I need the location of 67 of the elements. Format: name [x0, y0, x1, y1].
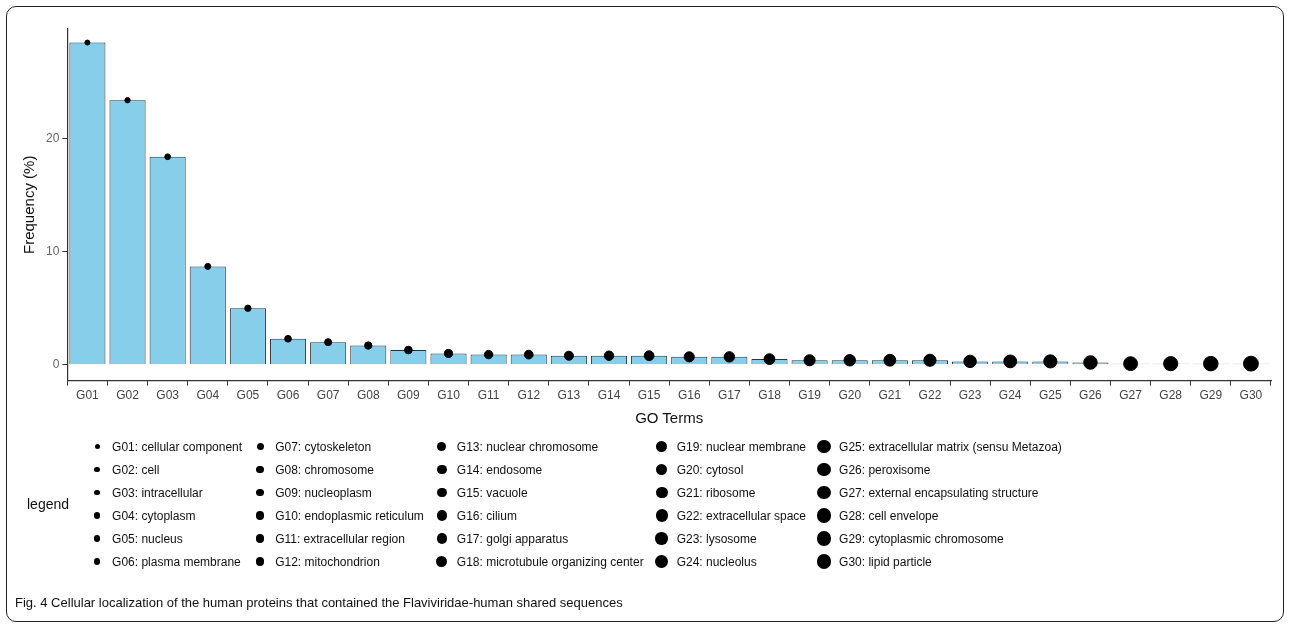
- legend-label: G24: nucleolus: [676, 554, 757, 569]
- legend-label: G19: nuclear membrane: [676, 439, 807, 454]
- x-tick-label: G17: [718, 388, 742, 403]
- x-tick-label: G04: [196, 388, 220, 403]
- legend-label: G17: golgi apparatus: [456, 531, 569, 546]
- legend-label: G30: lipid particle: [839, 554, 932, 569]
- x-tick-label: G03: [156, 388, 180, 403]
- legend-label: G27: external encapsulating structure: [839, 485, 1039, 500]
- x-tick-label: G21: [878, 388, 902, 403]
- legend-label: G15: vacuole: [456, 485, 528, 500]
- legend-label: G02: cell: [112, 462, 160, 477]
- legend-label: G07: cytoskeleton: [275, 439, 372, 454]
- x-tick-label: G11: [477, 388, 500, 403]
- legend-label: G14: endosome: [456, 462, 543, 477]
- legend-label: G01: cellular component: [112, 439, 243, 454]
- legend-label: G28: cell envelope: [839, 508, 939, 523]
- legend-label: G10: endoplasmic reticulum: [275, 508, 424, 523]
- x-tick-label: G12: [517, 388, 541, 403]
- x-tick-label: G10: [437, 388, 461, 403]
- x-tick-label: G19: [798, 388, 822, 403]
- legend-label: G16: cilium: [456, 508, 517, 523]
- x-tick-label: G22: [918, 388, 942, 403]
- x-axis-title: GO Terms: [635, 409, 704, 427]
- x-tick-label: G26: [1079, 388, 1103, 403]
- legend-label: G23: lysosome: [676, 531, 757, 546]
- legend-label: G18: microtubule organizing center: [456, 554, 644, 569]
- x-tick-label: G01: [76, 388, 100, 403]
- legend-label: G13: nuclear chromosome: [456, 439, 599, 454]
- x-tick-label: G24: [998, 388, 1022, 403]
- x-tick-label: G18: [758, 388, 782, 403]
- legend-label: G06: plasma membrane: [112, 554, 241, 569]
- x-tick-label: G28: [1159, 388, 1183, 403]
- x-tick-label: G29: [1199, 388, 1223, 403]
- x-tick-label: G27: [1119, 388, 1143, 403]
- y-axis-title: Frequency (%): [20, 155, 38, 254]
- legend-label: G05: nucleus: [112, 531, 183, 546]
- x-tick-label: G08: [356, 388, 380, 403]
- legend-label: G08: chromosome: [275, 462, 374, 477]
- y-tick-label: 20: [45, 130, 60, 145]
- y-tick-label: 10: [45, 244, 60, 259]
- x-tick-label: G16: [677, 388, 701, 403]
- x-tick-label: G13: [557, 388, 581, 403]
- x-tick-label: G02: [116, 388, 140, 403]
- x-tick-label: G23: [958, 388, 982, 403]
- legend-label: G12: mitochondrion: [275, 554, 380, 569]
- x-tick-label: G07: [316, 388, 340, 403]
- x-tick-label: G06: [276, 388, 300, 403]
- legend-label: G11: extracellular region: [275, 531, 405, 546]
- legend-label: G03: intracellular: [112, 485, 203, 500]
- x-tick-label: G30: [1239, 388, 1263, 403]
- legend-label: G04: cytoplasm: [112, 508, 196, 523]
- caption: Fig. 4 Cellular localization of the human proteins that contained the Flaviviridae-human shared sequences: [15, 595, 623, 610]
- x-tick-label: G25: [1038, 388, 1062, 403]
- legend-label: G29: cytoplasmic chromosome: [839, 531, 1004, 546]
- legend-label: G26: peroxisome: [839, 462, 931, 477]
- legend-label: G25: extracellular matrix (sensu Metazoa): [839, 439, 1062, 454]
- x-tick-label: G09: [397, 388, 421, 403]
- x-tick-label: G05: [236, 388, 260, 403]
- legend-label: G20: cytosol: [676, 462, 744, 477]
- x-tick-label: G15: [637, 388, 661, 403]
- legend-label: G22: extracellular space: [676, 508, 807, 523]
- x-tick-label: G14: [597, 388, 621, 403]
- legend-label: G21: ribosome: [676, 485, 756, 500]
- y-tick-label: 0: [52, 357, 60, 372]
- legend-label: G09: nucleoplasm: [275, 485, 372, 500]
- x-tick-label: G20: [838, 388, 862, 403]
- legend-title: legend: [27, 496, 70, 512]
